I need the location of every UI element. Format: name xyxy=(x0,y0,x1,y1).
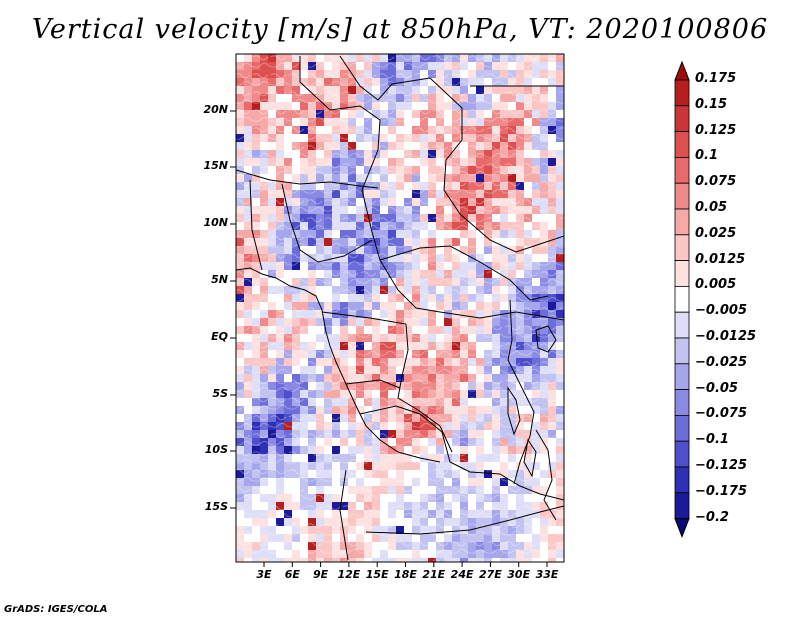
colorbar-label: −0.175 xyxy=(695,483,748,499)
colorbar-swatch xyxy=(674,156,690,184)
colorbar-swatch xyxy=(674,363,690,390)
colorbar-swatch xyxy=(674,492,690,519)
colorbar-swatch xyxy=(674,285,690,313)
colorbar-swatch xyxy=(674,440,690,468)
colorbar-swatch xyxy=(674,311,690,339)
x-tick-label: 21E xyxy=(422,568,446,581)
border-line xyxy=(249,179,263,271)
colorbar-min-arrow xyxy=(674,518,690,538)
border-line xyxy=(535,429,557,521)
colorbar-label: −0.05 xyxy=(695,380,738,396)
border-line xyxy=(415,307,564,321)
lake xyxy=(507,386,521,436)
x-tick-label: 27E xyxy=(478,568,502,581)
y-tick-label: 5S xyxy=(212,387,228,400)
y-tick-label: 20N xyxy=(203,103,228,116)
y-tick-label: 5N xyxy=(211,273,228,286)
colorbar-swatch xyxy=(674,208,690,236)
colorbar-label: 0.1 xyxy=(695,148,719,164)
colorbar-swatch xyxy=(674,131,690,158)
colorbar-swatch xyxy=(674,105,690,133)
border-line xyxy=(379,245,549,301)
plot-frame xyxy=(235,53,565,563)
colorbar-label: −0.1 xyxy=(695,432,729,448)
border-line xyxy=(365,505,564,535)
lake xyxy=(535,325,557,353)
y-tick-label: 10S xyxy=(204,443,228,456)
colorbar-label: −0.2 xyxy=(695,509,729,525)
x-tick-label: 6E xyxy=(284,568,300,581)
x-tick-label: 33E xyxy=(535,568,559,581)
border-line xyxy=(299,56,417,309)
x-tick-label: 15E xyxy=(365,568,389,581)
colorbar-swatch xyxy=(674,389,690,416)
colorbar-label: −0.005 xyxy=(695,303,748,319)
colorbar-label: −0.125 xyxy=(695,458,748,473)
border-line xyxy=(339,469,349,561)
x-tick-label: 12E xyxy=(337,568,361,581)
colorbar-swatch xyxy=(674,182,690,210)
border-line xyxy=(281,183,373,263)
colorbar-label: 0.025 xyxy=(695,225,737,241)
colorbar-swatch xyxy=(674,260,690,287)
colorbar-label: 0.175 xyxy=(695,71,737,86)
colorbar-label: 0.075 xyxy=(695,174,737,190)
colorbar-max-arrow xyxy=(674,60,690,81)
colorbar-label: −0.075 xyxy=(695,406,748,422)
y-tick-label: 10N xyxy=(203,216,228,229)
colorbar-swatch xyxy=(674,79,690,107)
colorbar xyxy=(674,60,690,538)
coastline xyxy=(236,267,441,463)
x-tick-label: 18E xyxy=(394,568,417,581)
colorbar-label: 0.05 xyxy=(695,200,728,215)
colorbar-label: 0.15 xyxy=(695,96,728,112)
y-tick-label: EQ xyxy=(211,330,228,343)
x-tick-label: 30E xyxy=(507,568,531,581)
chart-title: Vertical velocity [m/s] at 850hPa, VT: 2… xyxy=(31,14,769,45)
grads-credit: GrADS: IGES/COLA xyxy=(4,604,108,615)
x-tick-label: 9E xyxy=(313,568,329,581)
colorbar-swatch xyxy=(674,337,690,365)
colorbar-label: 0.0125 xyxy=(695,251,746,267)
y-tick-label: 15S xyxy=(204,500,228,513)
border-line xyxy=(339,55,564,253)
border-line xyxy=(321,311,453,453)
border-line xyxy=(359,405,564,501)
colorbar-swatch xyxy=(674,466,690,494)
border-line xyxy=(345,379,401,389)
colorbar-label: −0.025 xyxy=(695,354,748,370)
colorbar-label: −0.0125 xyxy=(695,329,757,344)
x-tick-label: 24E xyxy=(450,568,474,581)
colorbar-swatch xyxy=(674,414,690,442)
colorbar-label: 0.005 xyxy=(695,277,737,293)
country-borders xyxy=(236,55,564,561)
colorbar-label: 0.125 xyxy=(695,122,737,138)
colorbar-swatch xyxy=(674,234,690,262)
border-line xyxy=(507,299,535,485)
lake xyxy=(523,438,537,478)
y-tick-label: 15N xyxy=(203,159,228,172)
x-tick-label: 3E xyxy=(256,568,272,581)
